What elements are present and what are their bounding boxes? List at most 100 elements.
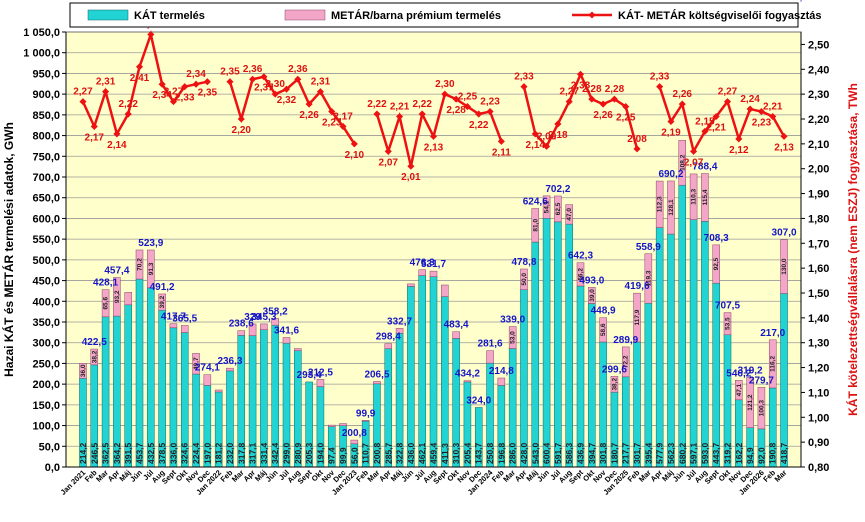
ytick-label-right: 2,40 bbox=[808, 64, 829, 76]
kat-value-label: 181,2 bbox=[214, 442, 224, 464]
consumption-label: 2,26 bbox=[593, 110, 613, 121]
consumption-label: 2,17 bbox=[333, 111, 353, 122]
axes: 0,0 50,0 100,0 150,0 200,0 250,0 300,0 350,0 400… bbox=[1, 27, 860, 497]
total-label: 212,5 bbox=[308, 367, 333, 378]
kat-value-label: 205,3 bbox=[304, 442, 314, 464]
metar-bar bbox=[576, 262, 585, 287]
ytick-label-left: 500,0 bbox=[32, 255, 60, 267]
metar-bar bbox=[158, 293, 166, 311]
consumption-label: 2,21 bbox=[706, 123, 726, 134]
consumption-label: 2,30 bbox=[265, 79, 285, 90]
consumption-marker bbox=[418, 110, 426, 118]
metar-value-label: 54,1 bbox=[544, 200, 551, 213]
consumption-marker bbox=[203, 78, 211, 86]
ytick-label-right: 1,10 bbox=[808, 387, 829, 399]
consumption-label: 2,35 bbox=[198, 88, 218, 99]
metar-bar bbox=[768, 339, 777, 389]
kat-value-label: 411,3 bbox=[440, 443, 450, 464]
metar-bar bbox=[588, 287, 596, 304]
kat-value-label: 205,4 bbox=[462, 442, 472, 464]
consumption-label: 2,41 bbox=[130, 73, 150, 84]
consumption-label: 2,28 bbox=[446, 105, 466, 116]
metar-bar bbox=[192, 353, 200, 375]
kat-value-label: 317,1 bbox=[248, 442, 258, 464]
consumption-label: 2,24 bbox=[740, 94, 760, 105]
legend-label-kat: KÁT termelés bbox=[134, 9, 205, 22]
total-label: 339,0 bbox=[500, 315, 525, 326]
consumption-marker bbox=[339, 122, 347, 130]
metar-bar bbox=[712, 244, 720, 284]
total-label: 341,6 bbox=[274, 325, 299, 336]
total-label: 324,0 bbox=[466, 395, 491, 406]
kat-value-label: 232,0 bbox=[225, 442, 235, 464]
ytick-label-right: 1,30 bbox=[808, 338, 829, 350]
kat-value-label: 196,8 bbox=[496, 442, 506, 464]
ytick-label-left: 750,0 bbox=[32, 151, 60, 163]
kat-value-label: 591,7 bbox=[553, 442, 563, 464]
ytick-label-left: 950,0 bbox=[32, 68, 60, 80]
total-label: 624,6 bbox=[523, 196, 548, 207]
kat-bar bbox=[135, 278, 144, 468]
consumption-label: 2,11 bbox=[492, 147, 511, 158]
kat-value-label: 432,5 bbox=[146, 442, 156, 464]
kat-value-label: 301,7 bbox=[632, 442, 642, 464]
metar-bar bbox=[395, 328, 404, 334]
kat-value-label: 190,8 bbox=[768, 442, 778, 464]
consumption-marker bbox=[780, 132, 788, 140]
metar-bar bbox=[135, 249, 144, 280]
metar-bar bbox=[101, 289, 110, 318]
consumption-marker bbox=[271, 90, 279, 98]
consumption-marker bbox=[565, 98, 573, 106]
consumption-label: 2,34 bbox=[152, 90, 172, 101]
total-label: 702,2 bbox=[545, 184, 570, 195]
kat-value-label: 436,9 bbox=[576, 442, 586, 464]
consumption-label: 2,01 bbox=[401, 172, 421, 183]
consumption-label: 2,35 bbox=[220, 67, 240, 78]
metar-bar bbox=[520, 268, 528, 290]
kat-value-label: 197,0 bbox=[202, 442, 212, 464]
consumption-label: 2,23 bbox=[322, 118, 342, 129]
metar-value-label: 53,5 bbox=[725, 317, 732, 330]
consumption-label: 2,27 bbox=[718, 87, 738, 98]
total-label: 707,5 bbox=[715, 301, 740, 312]
ylabel-right: KÁT kötelezettségvállalásra (nem ESZJ) f… bbox=[845, 83, 860, 416]
metar-bar bbox=[542, 195, 551, 219]
kat-value-label: 99,9 bbox=[338, 447, 348, 464]
metar-bar bbox=[226, 367, 234, 372]
ytick-label-left: 350,0 bbox=[32, 317, 60, 329]
kat-value-label: 543,0 bbox=[530, 442, 540, 464]
consumption-label: 2,14 bbox=[107, 140, 127, 151]
total-label: 558,9 bbox=[636, 242, 661, 253]
ytick-label-right: 1,00 bbox=[808, 412, 829, 424]
ytick-label-right: 1,60 bbox=[808, 263, 829, 275]
consumption-label: 2,36 bbox=[243, 64, 263, 75]
kat-bar bbox=[655, 227, 664, 468]
kat-value-label: 280,9 bbox=[293, 442, 303, 464]
kat-bar bbox=[147, 287, 155, 468]
metar-value-label: 62,5 bbox=[555, 202, 562, 215]
metar-bar bbox=[260, 323, 268, 330]
kat-value-label: 286,0 bbox=[508, 442, 518, 464]
metar-bar bbox=[248, 323, 257, 336]
legend-swatch-metar bbox=[284, 9, 326, 21]
consumption-label: 2,27 bbox=[73, 87, 93, 98]
consumption-marker bbox=[373, 110, 381, 118]
legend-swatch-kat bbox=[87, 9, 129, 21]
metar-value-label: 38,2 bbox=[611, 378, 618, 391]
legend-box bbox=[69, 2, 799, 28]
metar-bar bbox=[113, 277, 121, 317]
consumption-marker bbox=[237, 115, 245, 123]
total-label: 329 bbox=[244, 312, 261, 323]
legend-marker-consumption bbox=[588, 11, 596, 19]
consumption-marker bbox=[79, 98, 87, 106]
ytick-label-right: 1,40 bbox=[808, 313, 829, 325]
metar-bar bbox=[282, 337, 291, 344]
kat-value-label: 391,5 bbox=[123, 442, 133, 464]
consumption-label: 2,26 bbox=[673, 89, 693, 100]
consumption-marker bbox=[407, 162, 415, 170]
total-label: 200,8 bbox=[342, 428, 367, 439]
consumption-label: 2,17 bbox=[85, 132, 105, 143]
kat-bar bbox=[701, 221, 709, 468]
total-label: 448,9 bbox=[591, 306, 616, 317]
consumption-marker bbox=[429, 132, 438, 140]
